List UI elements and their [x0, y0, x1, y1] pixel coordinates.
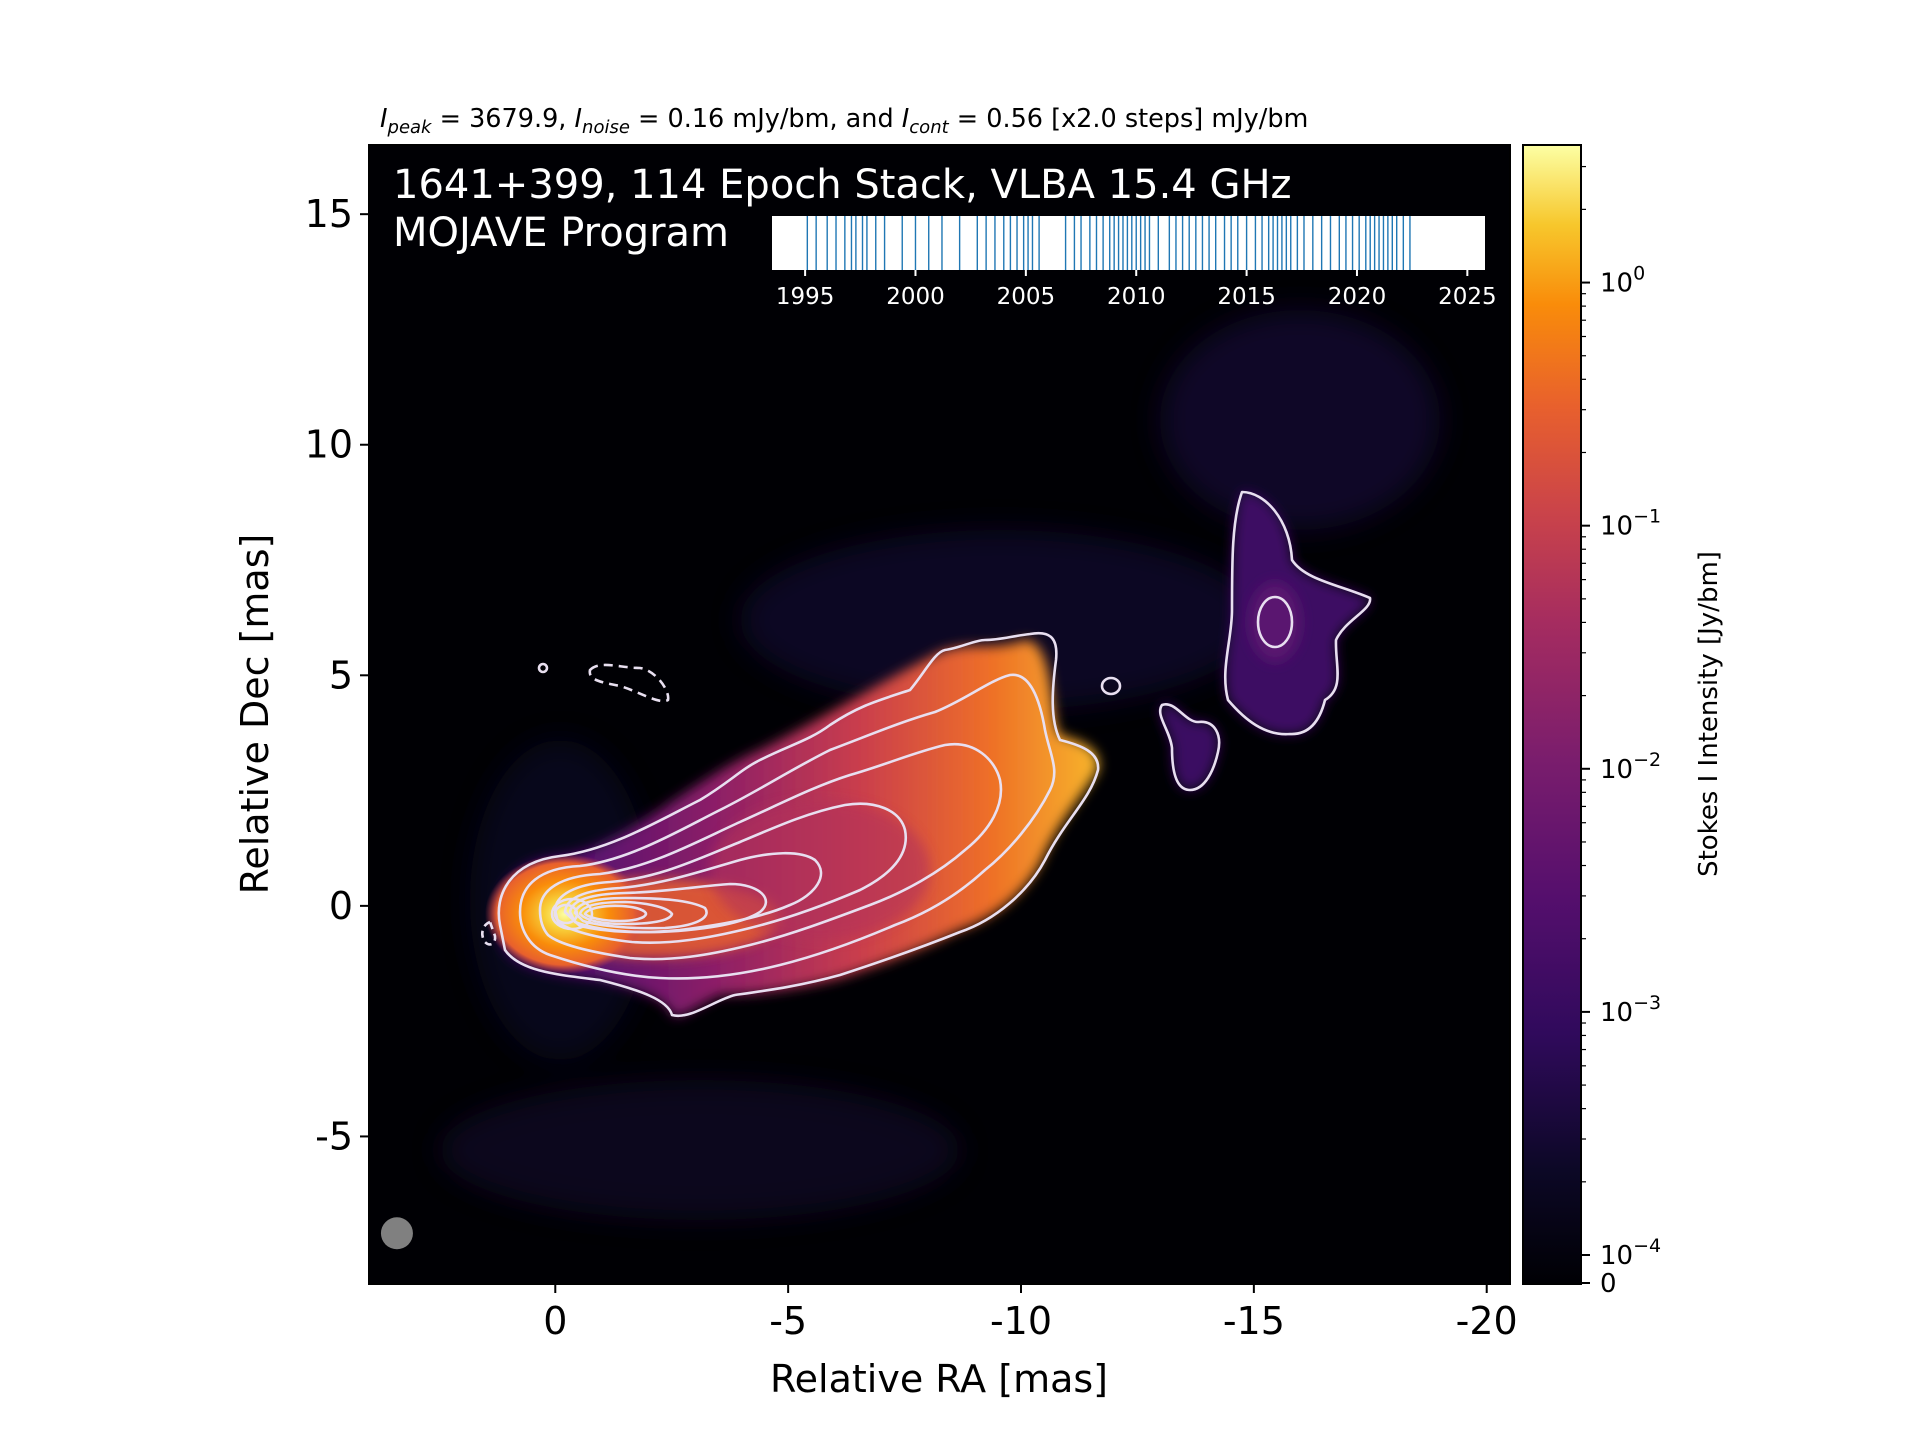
y-axis-ticks: -5 0 5 10 15: [305, 192, 369, 1158]
contour-level-7: [573, 896, 708, 930]
peak-value: = 3679.9,: [432, 104, 575, 134]
colorbar-gradient: [1522, 144, 1582, 1285]
colorbar: 100 10−1 10−2 10−3 10−40 Stokes I Intensity …: [1522, 144, 1724, 1299]
epoch-tick-label-2: 2005: [997, 284, 1056, 310]
contour-level-3: [538, 742, 1003, 961]
noise-symbol: I: [575, 104, 583, 134]
background-haze: [440, 310, 1440, 1220]
y-tick-label-1: 0: [329, 884, 353, 928]
y-tick-label-0: -5: [315, 1114, 353, 1158]
x-tick-label-1: -5: [769, 1299, 807, 1343]
contour-level-11: [553, 903, 579, 925]
plot-frame: [368, 144, 1511, 1285]
peak-subscript: peak: [387, 117, 434, 138]
contour-negative-1: [588, 663, 670, 703]
contour-small-blob: [1100, 676, 1122, 696]
contour-level-10: [550, 897, 594, 931]
x-axis-ticks: 0 -5 -10 -15 -20: [543, 1284, 1518, 1343]
colorbar-tick-label-2: 10−2: [1600, 749, 1661, 785]
peak-symbol: I: [380, 104, 388, 134]
contour-level-2: [518, 673, 1056, 980]
contour-outer-lobe: [1224, 490, 1372, 736]
emission-lobe-peak: [1249, 582, 1301, 662]
contour-level-1: [497, 631, 1100, 1018]
emission-knot: [1160, 704, 1220, 790]
colorbar-label: Stokes I Intensity [Jy/bm]: [1694, 551, 1724, 877]
contour-level-6: [568, 882, 768, 934]
colorbar-tick-label-1: 10−1: [1600, 506, 1661, 542]
x-tick-label-3: -15: [1223, 1299, 1285, 1343]
epoch-bars: [806, 216, 1411, 270]
colorbar-tick-label-5: 0: [1600, 1269, 1617, 1299]
epoch-tick-label-6: 2025: [1438, 284, 1497, 310]
x-axis-label: Relative RA [mas]: [770, 1357, 1108, 1401]
contour-negative-3: [480, 920, 497, 946]
x-tick-label-2: -10: [990, 1299, 1052, 1343]
epoch-tick-label-4: 2015: [1217, 284, 1276, 310]
contour-negative-2: [537, 662, 549, 674]
contour-outer-lobe-peak: [1256, 595, 1294, 649]
colorbar-ticks: 100 10−1 10−2 10−3 10−40: [1581, 165, 1661, 1299]
colorbar-tick-label-0: 100: [1600, 263, 1645, 299]
noise-subscript: noise: [582, 117, 630, 138]
y-tick-label-3: 10: [305, 423, 353, 467]
contour-level-9: [583, 904, 648, 923]
x-tick-label-4: -20: [1456, 1299, 1518, 1343]
contour-symbol: I: [902, 104, 910, 134]
epoch-tick-label-1: 2000: [886, 284, 945, 310]
image-statistics-header: Ipeak = 3679.9, Inoise = 0.16 mJy/bm, an…: [380, 104, 1308, 138]
contour-subscript: cont: [909, 117, 949, 138]
epoch-axis-ticks: 1995 2000 2005 2010 2015 2020 2025: [776, 270, 1497, 310]
colorbar-tick-label-3: 10−3: [1600, 992, 1661, 1028]
noise-value: = 0.16 mJy/bm, and: [630, 104, 902, 134]
epoch-tick-label-5: 2020: [1328, 284, 1387, 310]
y-tick-label-2: 5: [329, 653, 353, 697]
plot-title-line2: MOJAVE Program: [393, 210, 729, 256]
colorbar-tick-label-4: 10−4: [1600, 1235, 1661, 1271]
restoring-beam: [380, 1217, 413, 1250]
epoch-timeline-inset: 1995 2000 2005 2010 2015 2020 2025: [772, 216, 1497, 310]
epoch-timeline-box: [772, 216, 1485, 270]
image-plot-area: [369, 145, 1510, 1284]
contour-value: = 0.56 [x2.0 steps] mJy/bm: [949, 104, 1309, 134]
contour-level-4: [553, 802, 908, 944]
plot-title-line1: 1641+399, 114 Epoch Stack, VLBA 15.4 GHz: [393, 162, 1292, 208]
contour-knot: [1159, 703, 1221, 792]
emission-core: [485, 854, 645, 974]
contour-lines: [480, 490, 1372, 1018]
epoch-tick-label-0: 1995: [776, 284, 835, 310]
epoch-tick-label-3: 2010: [1107, 284, 1166, 310]
contour-level-8: [578, 900, 674, 926]
y-axis-label: Relative Dec [mas]: [233, 534, 277, 895]
x-tick-label-0: 0: [543, 1299, 567, 1343]
y-tick-label-4: 15: [305, 192, 353, 236]
